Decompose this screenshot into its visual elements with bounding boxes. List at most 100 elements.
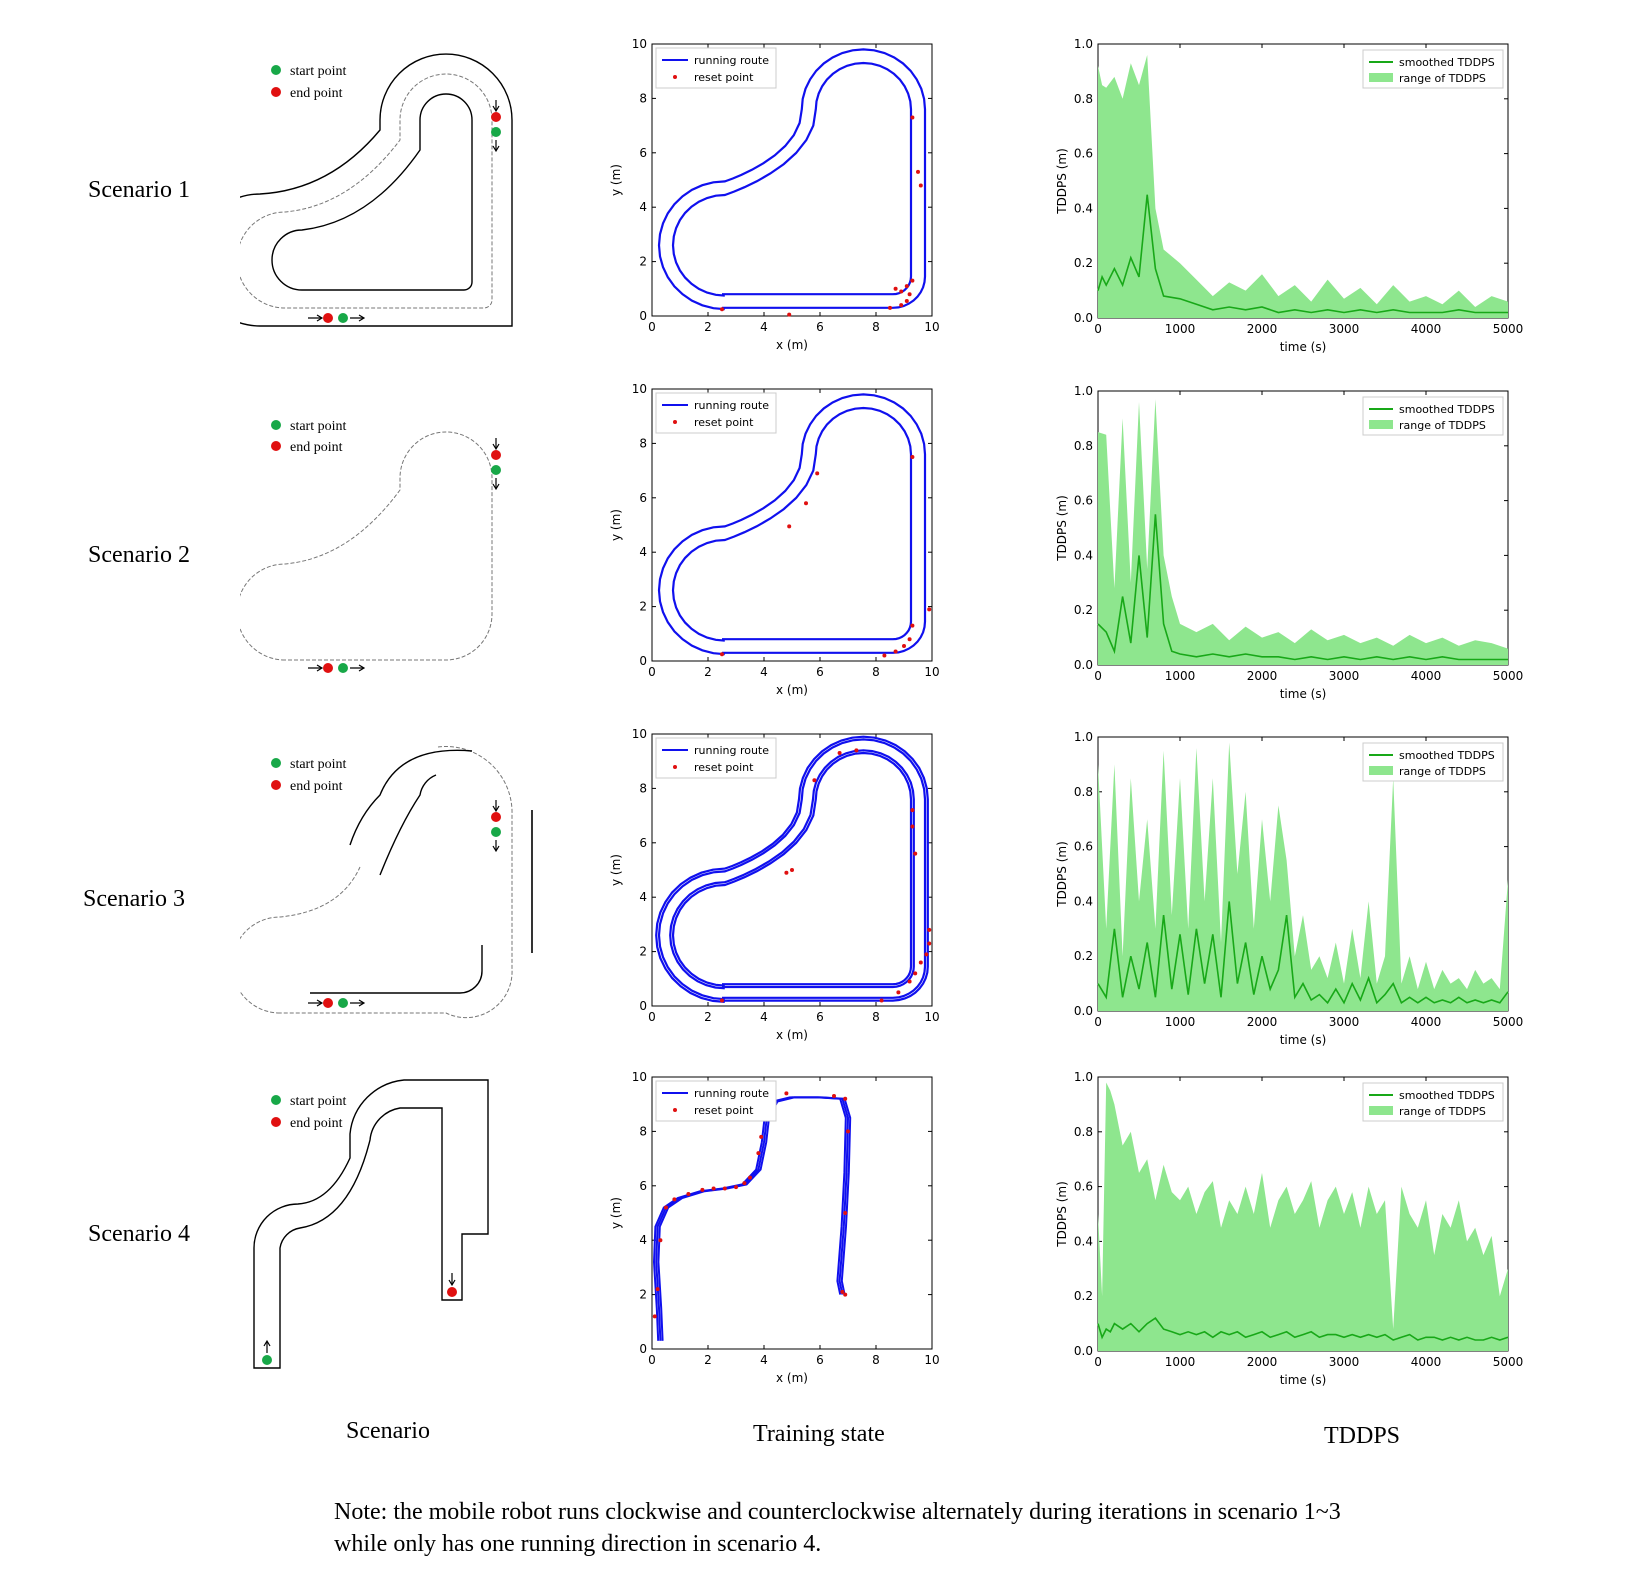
reset-point xyxy=(804,501,808,506)
x-tick-label: 0 xyxy=(1094,669,1102,683)
reset-point xyxy=(722,1186,727,1191)
reset-point xyxy=(913,971,918,976)
column-title-training: Training state xyxy=(753,1421,885,1447)
legend-route-label: running route xyxy=(694,54,769,67)
y-tick-label: 0.0 xyxy=(1074,658,1093,672)
legend-reset-swatch xyxy=(673,765,677,769)
legend-start-marker xyxy=(271,758,281,768)
training-plot-scenario-2: 0 2 4 6 8 10 0 2 4 6 8 10 x (m) y (m) running route res… xyxy=(610,382,940,697)
reset-point xyxy=(784,1091,789,1096)
y-tick-label: 1.0 xyxy=(1074,37,1093,51)
plot-group: 0 1000 2000 3000 4000 5000 0.0 0.2 0.4 0.6 0.8 1.0 t… xyxy=(1055,730,1523,1047)
y-axis-label: y (m) xyxy=(610,1197,623,1229)
plot-frame xyxy=(651,1076,933,1350)
y-tick-label: 1.0 xyxy=(1074,730,1093,744)
reset-point xyxy=(924,952,929,957)
route-line xyxy=(655,1096,850,1341)
x-tick-label: 1000 xyxy=(1165,1015,1196,1029)
legend-reset-label: reset point xyxy=(694,416,754,429)
x-tick-label: 0 xyxy=(1094,322,1102,336)
legend-reset-label: reset point xyxy=(694,1104,754,1117)
reset-point xyxy=(918,183,923,188)
reset-point xyxy=(910,623,915,628)
legend-smoothed-label: smoothed TDDPS xyxy=(1399,749,1495,762)
x-tick-label: 6 xyxy=(816,320,824,334)
x-tick-label: 3000 xyxy=(1329,1355,1360,1369)
reset-point xyxy=(888,305,892,310)
training-plot-scenario-1: 0 2 4 6 8 10 0 2 4 6 8 10 x (m) y (m) running route res… xyxy=(610,37,940,352)
tddps-smoothed-line xyxy=(1097,194,1508,314)
scenario-1-diagram: start point end point xyxy=(240,53,513,327)
x-axis-label: time (s) xyxy=(1280,340,1327,354)
y-tick-label: 0 xyxy=(639,999,647,1013)
plot-frame xyxy=(651,733,933,1007)
legend-reset-swatch xyxy=(673,75,677,79)
x-tick-label: 8 xyxy=(872,665,880,679)
reset-point xyxy=(927,941,932,946)
legend-end-label: end point xyxy=(290,440,343,455)
tddps-range-area xyxy=(1098,55,1508,318)
tddps-plot-scenario-3: 0 1000 2000 3000 4000 5000 0.0 0.2 0.4 0.6 0.8 1.0 t… xyxy=(1055,730,1523,1047)
x-tick-label: 4 xyxy=(760,1010,768,1024)
tddps-plot-scenario-2: 0 1000 2000 3000 4000 5000 0.0 0.2 0.4 0.6 0.8 1.0 t… xyxy=(1055,384,1523,701)
reset-point xyxy=(658,1238,663,1243)
reset-point xyxy=(913,851,918,856)
y-axis-label: TDDPS (m) xyxy=(1055,148,1069,215)
y-tick-label: 0.8 xyxy=(1074,439,1093,453)
reset-point xyxy=(882,653,887,658)
legend-start-marker xyxy=(271,420,281,430)
y-tick-label: 0 xyxy=(639,654,647,668)
y-tick-label: 4 xyxy=(639,200,647,214)
y-tick-label: 8 xyxy=(639,436,647,450)
y-tick-label: 0.6 xyxy=(1074,147,1093,161)
y-tick-label: 6 xyxy=(639,836,647,850)
x-tick-label: 2000 xyxy=(1247,322,1278,336)
column-title-scenario: Scenario xyxy=(346,1418,430,1444)
reset-point xyxy=(815,471,820,476)
legend-route-label: running route xyxy=(694,1087,769,1100)
y-tick-label: 4 xyxy=(639,1233,647,1247)
x-tick-label: 1000 xyxy=(1165,669,1196,683)
reset-point xyxy=(910,808,915,813)
route-line xyxy=(657,48,927,311)
legend-box xyxy=(655,1080,777,1122)
x-tick-label: 2000 xyxy=(1247,1355,1278,1369)
reset-point xyxy=(907,292,912,297)
y-axis-label: TDDPS (m) xyxy=(1055,841,1069,908)
y-tick-label: 2 xyxy=(639,600,647,614)
reset-point xyxy=(910,455,915,459)
y-tick-label: 10 xyxy=(632,37,647,51)
y-tick-label: 1.0 xyxy=(1074,384,1093,398)
y-tick-label: 6 xyxy=(639,1179,647,1193)
legend-start-label: start point xyxy=(290,757,346,772)
route-line xyxy=(657,738,927,1001)
y-tick-label: 0.8 xyxy=(1074,785,1093,799)
legend-range-label: range of TDDPS xyxy=(1399,1105,1486,1118)
reset-point xyxy=(916,169,920,174)
y-tick-label: 10 xyxy=(632,382,647,396)
legend-end-marker xyxy=(271,87,281,97)
reset-point xyxy=(748,1175,752,1180)
y-tick-label: 1.0 xyxy=(1074,1070,1093,1084)
legend-reset-swatch xyxy=(673,420,677,424)
reset-point xyxy=(742,1181,747,1186)
route-line xyxy=(655,735,929,1003)
reset-point xyxy=(927,927,932,932)
legend-range-swatch xyxy=(1369,766,1393,775)
tddps-range-area xyxy=(1098,1082,1508,1351)
tddps-plot-scenario-4: 0 1000 2000 3000 4000 5000 0.0 0.2 0.4 0.6 0.8 1.0 t… xyxy=(1055,1070,1523,1387)
legend-range-label: range of TDDPS xyxy=(1399,765,1486,778)
y-tick-label: 4 xyxy=(639,890,647,904)
y-tick-label: 6 xyxy=(639,146,647,160)
legend-start-marker xyxy=(271,65,281,75)
reset-point xyxy=(840,1289,845,1294)
plot-group: 0 1000 2000 3000 4000 5000 0.0 0.2 0.4 0.6 0.8 1.0 t… xyxy=(1055,384,1523,701)
y-tick-label: 0.6 xyxy=(1074,840,1093,854)
reset-point xyxy=(734,1185,738,1190)
scenario-3-diagram: start point end point xyxy=(240,746,533,1019)
x-tick-label: 0 xyxy=(648,1353,656,1367)
x-tick-label: 6 xyxy=(816,1010,824,1024)
x-tick-label: 10 xyxy=(924,320,939,334)
reset-point xyxy=(907,979,912,984)
